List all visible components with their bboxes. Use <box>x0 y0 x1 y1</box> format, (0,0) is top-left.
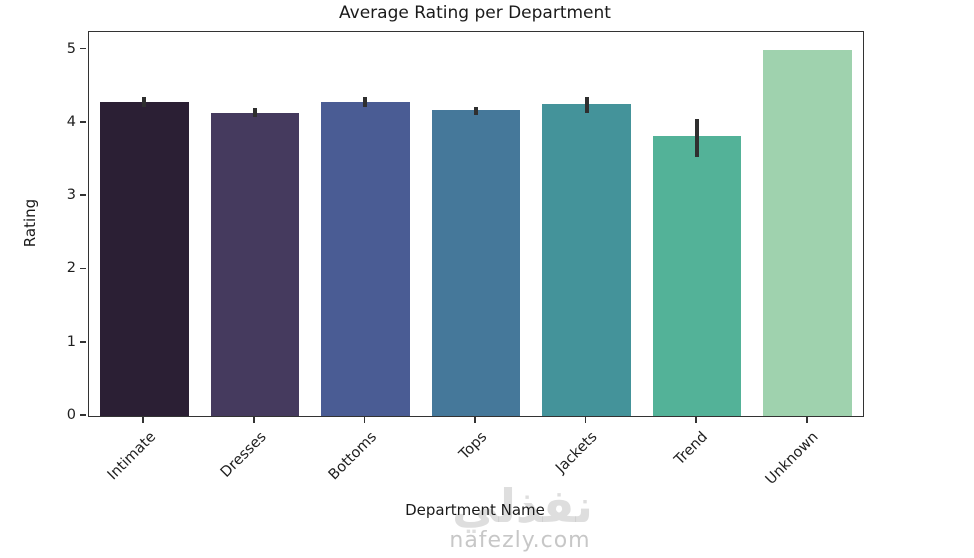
y-tick-label-4: 4 <box>66 113 76 130</box>
x-tick-label-bottoms: Bottoms <box>325 429 380 484</box>
y-tick-label-1: 1 <box>66 333 76 350</box>
y-tick-mark <box>80 121 87 123</box>
y-tick-mark <box>80 194 87 196</box>
error-bar-jackets <box>584 97 589 113</box>
x-tick-mark <box>695 416 697 423</box>
bar-bottoms <box>321 101 410 416</box>
watermark-arabic-logo: نفذلي <box>452 479 593 533</box>
x-tick-mark <box>584 416 587 423</box>
error-bar-intimate <box>142 97 147 108</box>
x-tick-mark <box>253 416 255 423</box>
bar-unknown <box>763 49 852 416</box>
y-tick-label-3: 3 <box>66 187 76 204</box>
bar-trend <box>652 136 742 416</box>
x-tick-label-tops: Tops <box>456 429 491 463</box>
x-tick-mark <box>805 416 808 423</box>
y-tick-mark <box>80 267 87 270</box>
chart-title: Average Rating per Department <box>339 3 611 23</box>
y-tick-mark <box>80 414 87 416</box>
bar-jackets <box>542 103 631 416</box>
y-tick-mark <box>80 47 87 50</box>
x-tick-label-unknown: Unknown <box>763 429 823 488</box>
x-axis-label: Department Name <box>405 501 545 519</box>
y-tick-label-5: 5 <box>66 40 76 57</box>
bar-dresses <box>210 112 300 416</box>
y-tick-mark <box>80 340 87 343</box>
plot-area <box>88 31 864 417</box>
error-bar-trend <box>695 118 700 158</box>
bar-intimate <box>100 102 189 416</box>
error-bar-bottoms <box>363 96 368 108</box>
x-tick-label-intimate: Intimate <box>104 429 159 484</box>
watermark-domain-text: nafezly.com <box>449 528 591 553</box>
x-tick-mark <box>363 416 366 423</box>
x-tick-label-jackets: Jackets <box>553 429 601 477</box>
y-axis-label: Rating <box>21 198 39 248</box>
error-bar-dresses <box>252 108 257 118</box>
error-bar-tops <box>474 106 478 115</box>
x-tick-label-trend: Trend <box>672 429 712 469</box>
bar-tops <box>431 110 521 416</box>
x-tick-mark <box>474 416 476 423</box>
x-tick-label-dresses: Dresses <box>217 429 270 481</box>
y-tick-label-0: 0 <box>66 407 76 423</box>
y-tick-label-2: 2 <box>66 260 76 277</box>
x-tick-mark <box>142 416 145 423</box>
